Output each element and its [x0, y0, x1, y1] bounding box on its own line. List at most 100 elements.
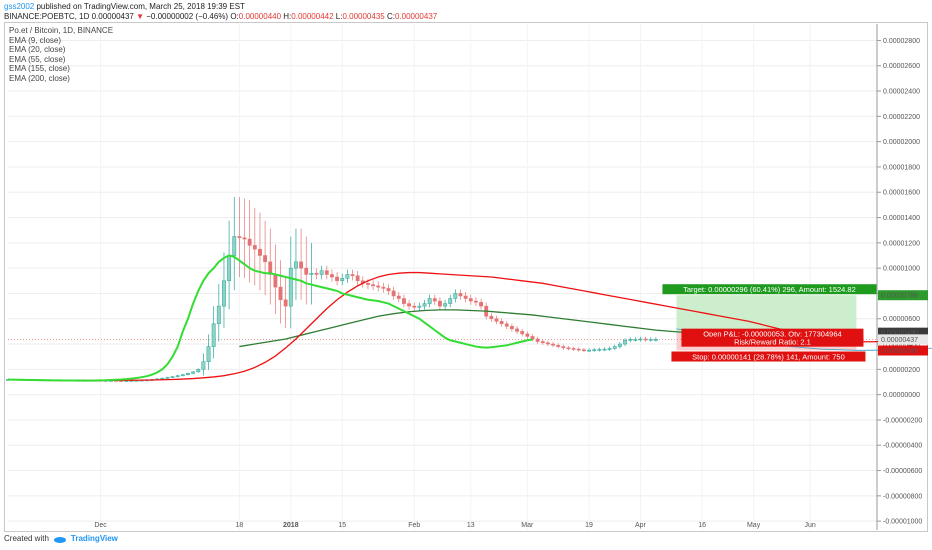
- y-tick-label: -0.00000800: [883, 493, 922, 500]
- candle-body: [222, 280, 226, 307]
- stop-label-bg: [671, 351, 866, 362]
- candle-body: [273, 274, 278, 288]
- candle-body: [494, 318, 499, 322]
- candle-body: [376, 285, 381, 288]
- y-tick-label: 0.00000400: [883, 342, 920, 349]
- y-tick-label: -0.00000200: [883, 417, 922, 424]
- candle-body: [396, 295, 401, 299]
- chart-legend: Po.et / Bitcoin, 1D, BINANCE EMA (9, clo…: [9, 26, 113, 83]
- current-price-badge: 0.00000437: [881, 337, 918, 344]
- y-tick-label: 0.00001200: [883, 240, 920, 247]
- ratio-label: Risk/Reward Ratio: 2.1: [734, 338, 811, 347]
- candle-body: [304, 267, 309, 275]
- candle-body: [535, 338, 540, 342]
- candle-body: [175, 375, 180, 377]
- y-tick-label: -0.00000400: [883, 443, 922, 450]
- candle-body: [402, 298, 406, 304]
- candle-body: [186, 373, 190, 375]
- candle-body: [602, 348, 607, 351]
- tradingview-logo[interactable]: TradingView: [70, 534, 118, 543]
- target-label-bg: [662, 284, 877, 295]
- candle-body: [206, 346, 211, 363]
- candle-body: [612, 346, 617, 349]
- x-tick-label: Feb: [408, 522, 420, 529]
- y-tick-label: 0.00000600: [883, 316, 920, 323]
- candle-body: [438, 300, 442, 307]
- candle-body: [556, 345, 561, 347]
- down-arrow-icon: ▼: [136, 12, 145, 21]
- x-tick-label: Apr: [635, 522, 647, 529]
- published-text: published on TradingView.com, March 25, …: [36, 2, 245, 11]
- candle-body: [201, 361, 206, 370]
- legend-ema155[interactable]: EMA (155, close): [9, 64, 70, 73]
- y-tick-label: 0.00002800: [883, 38, 920, 45]
- candle-body: [314, 272, 319, 275]
- candle-body: [180, 374, 185, 376]
- candle-body: [540, 341, 545, 344]
- candle-body: [587, 349, 591, 352]
- legend-ema20[interactable]: EMA (20, close): [9, 45, 66, 54]
- y-tick-label: 0.00001800: [883, 164, 920, 171]
- entry-price-badge: 0.00000490: [881, 330, 918, 337]
- legend-ema200[interactable]: EMA (200, close): [9, 73, 70, 83]
- stop-price-badge-bg: [878, 345, 928, 356]
- candle-body: [299, 261, 304, 269]
- y-tick-label: 0.00000200: [883, 367, 920, 374]
- x-tick-label: 2018: [283, 522, 299, 529]
- x-tick-label: Dec: [94, 522, 107, 529]
- chart-frame: [4, 22, 928, 532]
- candle-body: [366, 283, 370, 285]
- candle-body: [309, 272, 314, 275]
- candle-body: [530, 336, 535, 340]
- close-value: 0.00000437: [394, 12, 438, 21]
- y-tick-label: 0.00002000: [883, 139, 920, 146]
- candle-body: [581, 349, 586, 351]
- y-tick-label: -0.00001000: [883, 519, 922, 526]
- candle-body: [252, 245, 257, 250]
- candle-body: [633, 339, 638, 341]
- target-label: Target: 0.00000296 (60.41%) 296, Amount:…: [683, 285, 856, 294]
- legend-ema9[interactable]: EMA (9, close): [9, 35, 62, 45]
- candle-body: [211, 323, 216, 347]
- candle-body: [592, 349, 597, 351]
- candle-body: [551, 343, 555, 346]
- target-price-badge: 0.00000786: [881, 293, 918, 300]
- candle-body: [232, 236, 237, 256]
- candle-body: [489, 315, 494, 319]
- candle-body: [216, 305, 221, 325]
- candle-body: [468, 298, 473, 302]
- y-tick-label: 0.00002400: [883, 89, 920, 96]
- pnl-label: Open P&L: -0.00000053, Qty: 177304964: [703, 330, 841, 339]
- candle-body: [623, 340, 627, 345]
- x-tick-label: 19: [585, 522, 593, 529]
- candle-body: [283, 299, 288, 307]
- candle-body: [191, 371, 196, 374]
- candle-body: [463, 295, 468, 299]
- low-value: 0.00000435: [342, 12, 385, 21]
- y-tick-label: 0.00002600: [883, 63, 920, 70]
- low-label: L:: [335, 12, 343, 21]
- legend-ema55[interactable]: EMA (55, close): [9, 54, 66, 64]
- candle-body: [566, 347, 571, 350]
- candle-body: [412, 305, 417, 308]
- open-value: 0.00000440: [238, 12, 282, 21]
- x-tick-label: May: [747, 522, 761, 529]
- high-label: H:: [283, 12, 292, 21]
- target-price-badge-bg: [878, 290, 928, 301]
- close-label: C:: [386, 12, 395, 21]
- author-link[interactable]: gss2002: [4, 2, 35, 11]
- candle-body: [268, 261, 273, 275]
- candle-body: [381, 286, 386, 289]
- x-tick-label: Mar: [521, 522, 534, 529]
- candle-body: [335, 276, 340, 282]
- y-tick-label: 0.00001000: [883, 266, 920, 273]
- y-tick-label: 0.00002200: [883, 114, 920, 121]
- candle-body: [653, 339, 658, 341]
- candle-body: [294, 261, 298, 269]
- footer: Created with TradingView: [4, 534, 118, 543]
- high-value: 0.00000442: [291, 12, 334, 21]
- candle-body: [355, 275, 360, 282]
- candle-body: [638, 338, 643, 341]
- stop-price-badge: 0.00000349: [881, 348, 918, 355]
